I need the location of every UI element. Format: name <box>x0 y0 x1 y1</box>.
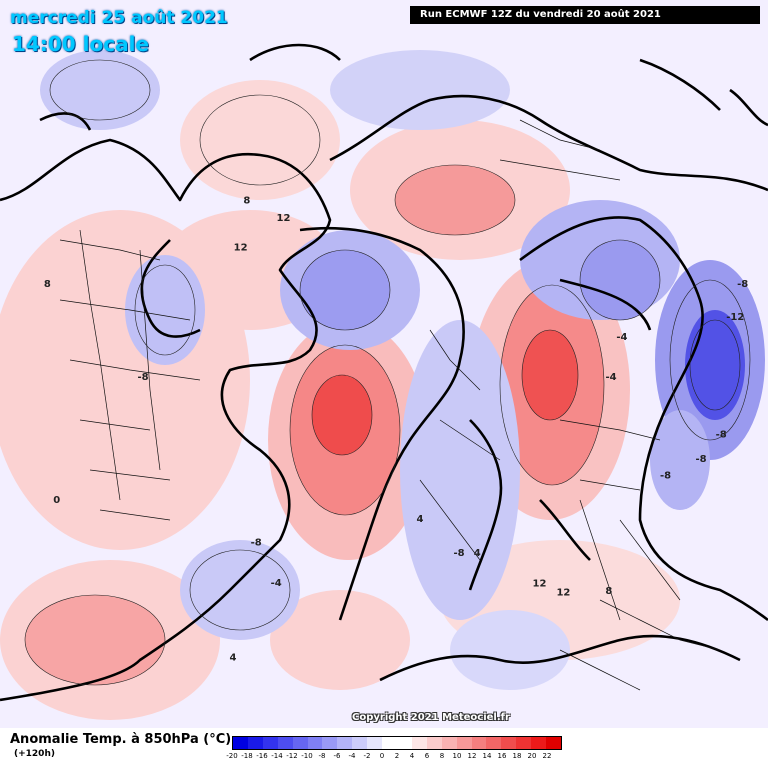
color-scale-tick: 12 <box>467 752 477 760</box>
color-scale-tick: 22 <box>542 752 552 760</box>
color-scale-cell <box>516 737 532 749</box>
color-scale-tick: 18 <box>512 752 522 760</box>
contour-label: -4 <box>605 372 616 383</box>
contour-label: 4 <box>230 653 237 664</box>
color-scale-cell <box>471 737 487 749</box>
color-scale-cell <box>262 737 278 749</box>
copyright: Copyright 2021 Meteociel.fr <box>352 712 510 723</box>
color-scale <box>232 736 562 750</box>
contour-label: -8 <box>660 471 671 482</box>
color-scale-tick: -4 <box>348 752 356 760</box>
color-scale-tick: 10 <box>452 752 462 760</box>
color-scale-tick: 8 <box>439 752 445 760</box>
contour-label: -12 <box>726 312 744 323</box>
contour-label: -8 <box>695 454 706 465</box>
color-scale-tick: 16 <box>497 752 507 760</box>
legend-footer: Anomalie Temp. à 850hPa (°C) (+120h) -20… <box>0 728 768 768</box>
contour-label: 8 <box>243 196 250 207</box>
contour-label: 8 <box>44 279 51 290</box>
color-scale-tick: 4 <box>409 752 415 760</box>
color-scale-tick: -12 <box>286 752 298 760</box>
color-scale-tick: 0 <box>379 752 385 760</box>
contour-label: 12 <box>234 242 248 253</box>
color-scale-cell <box>456 737 472 749</box>
legend-subtitle: (+120h) <box>14 749 55 759</box>
contour-label: -4 <box>616 332 627 343</box>
color-scale-tick: 14 <box>482 752 492 760</box>
coastlines <box>0 43 768 702</box>
color-scale-tick: -2 <box>363 752 371 760</box>
color-scale-cell <box>292 737 308 749</box>
color-scale-tick: -20 <box>226 752 238 760</box>
borders <box>59 119 721 691</box>
forecast-date: mercredi 25 août 2021 <box>10 8 228 28</box>
color-scale-cell <box>247 737 263 749</box>
color-scale-cell <box>426 737 442 749</box>
contour-label: 12 <box>556 588 570 599</box>
color-scale-tick: -6 <box>333 752 341 760</box>
contour-label: -4 <box>271 578 282 589</box>
color-scale-ticks: -20 -18 -16 -14 -12 -10 -8 -6 -4 -2 0 2 4 6 8 10 12 14 16 1… <box>226 752 562 762</box>
color-scale-tick: -14 <box>271 752 283 760</box>
forecast-time: 14:00 locale <box>12 32 149 56</box>
color-scale-tick: 6 <box>424 752 430 760</box>
color-scale-cell <box>411 737 427 749</box>
color-scale-cell <box>322 737 338 749</box>
contour-labels: 0 -4 -4 4 -8 4 -8 -4 -8 -8 -8 -12 -8 12 12 8 12 12 8 -8 8 4 <box>44 196 748 664</box>
contour-label: 4 <box>474 548 481 559</box>
contour-label: 4 <box>417 514 424 525</box>
contour-label: -8 <box>251 538 262 549</box>
color-scale-cell <box>531 737 547 749</box>
color-scale-tick: -18 <box>241 752 253 760</box>
contour-label: -8 <box>737 279 748 290</box>
contour-label: -8 <box>137 372 148 383</box>
color-scale-tick: 2 <box>394 752 400 760</box>
color-scale-tick: -10 <box>301 752 313 760</box>
contour-label: 8 <box>605 586 612 597</box>
color-scale-cell <box>546 737 561 749</box>
color-scale-cell <box>367 737 383 749</box>
color-scale-cell <box>277 737 293 749</box>
color-scale-cell <box>501 737 517 749</box>
color-scale-cell <box>233 737 248 749</box>
contours <box>24 59 751 686</box>
color-scale-cell <box>382 737 397 749</box>
color-scale-cell <box>307 737 323 749</box>
contour-label: 0 <box>53 495 60 506</box>
contour-label: -8 <box>453 548 464 559</box>
color-scale-cell <box>352 737 368 749</box>
color-scale-cell <box>486 737 502 749</box>
contour-label: -8 <box>716 430 727 441</box>
anomaly-map: 0 -4 -4 4 -8 4 -8 -4 -8 -8 -8 -12 -8 12 12 8 12 12 8 -8 8 4 <box>0 0 768 728</box>
color-scale-tick: 20 <box>527 752 537 760</box>
contour-label: 12 <box>533 578 547 589</box>
run-info: Run ECMWF 12Z du vendredi 20 août 2021 <box>410 6 760 24</box>
contour-label: 12 <box>277 213 291 224</box>
color-scale-cell <box>396 737 412 749</box>
color-scale-cell <box>337 737 353 749</box>
anomaly-field <box>0 50 765 720</box>
legend-title: Anomalie Temp. à 850hPa (°C) <box>10 732 232 747</box>
color-scale-tick: -16 <box>256 752 268 760</box>
color-scale-tick: -8 <box>318 752 326 760</box>
color-scale-cell <box>441 737 457 749</box>
